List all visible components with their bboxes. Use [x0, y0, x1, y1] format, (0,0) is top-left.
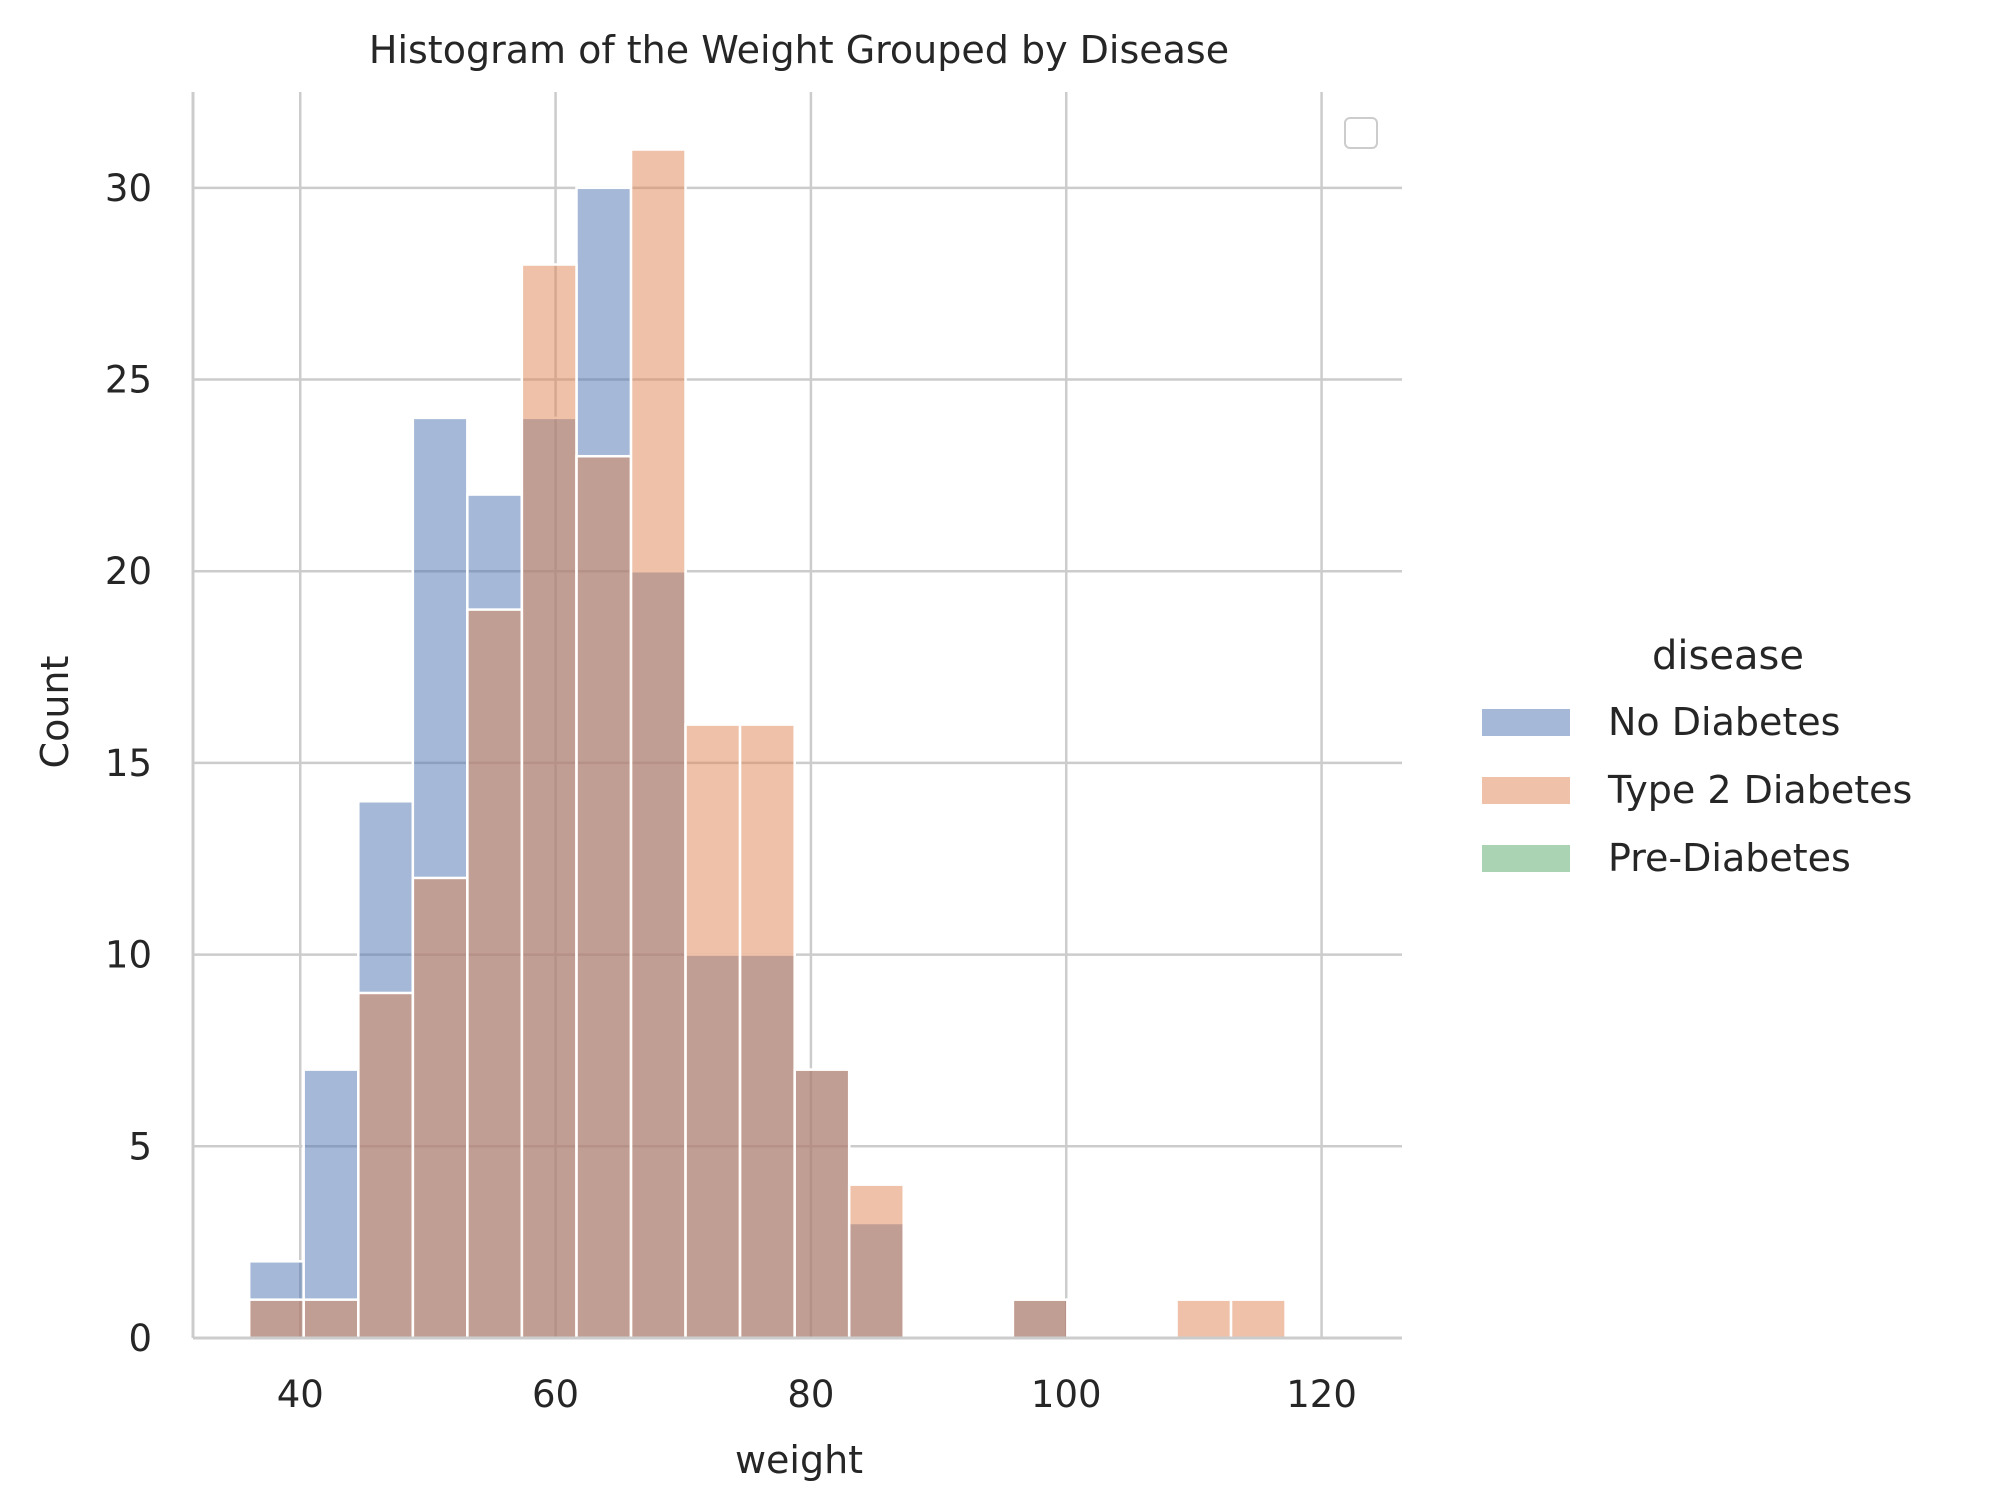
x-tick-label: 80	[787, 1373, 834, 1416]
bar-type-2-diabetes	[466, 608, 524, 1340]
bar-type-2-diabetes	[520, 263, 578, 1340]
bar-no-diabetes	[302, 1068, 360, 1340]
bar-type-2-diabetes	[1229, 1298, 1287, 1340]
legend-title: disease	[1652, 633, 1804, 679]
bar-type-2-diabetes	[302, 1298, 360, 1340]
x-tick-label: 40	[277, 1373, 324, 1416]
x-tick-label: 100	[1031, 1373, 1102, 1416]
legend-label: No Diabetes	[1608, 700, 1840, 744]
legend-label: Type 2 Diabetes	[1607, 768, 1912, 812]
y-tick-label: 0	[128, 1317, 152, 1360]
y-tick-label: 25	[105, 359, 152, 402]
bar-type-2-diabetes	[357, 991, 415, 1340]
bar-type-2-diabetes	[847, 1183, 905, 1340]
bar-type-2-diabetes	[793, 1068, 851, 1340]
bar-type-2-diabetes	[1011, 1298, 1069, 1340]
bar-type-2-diabetes	[629, 148, 687, 1340]
y-tick-label: 30	[105, 167, 152, 210]
legend-label: Pre-Diabetes	[1608, 836, 1851, 880]
empty-legend-box	[1344, 117, 1378, 149]
x-tick-label: 60	[532, 1373, 579, 1416]
chart-title: Histogram of the Weight Grouped by Disea…	[369, 28, 1229, 72]
y-tick-label: 10	[105, 934, 152, 977]
legend-swatch	[1482, 845, 1570, 872]
bar-type-2-diabetes	[411, 876, 469, 1340]
y-tick-label: 20	[105, 550, 152, 593]
y-tick-label: 5	[128, 1125, 152, 1168]
bar-type-2-diabetes	[575, 454, 633, 1340]
legend-swatch	[1482, 709, 1570, 736]
bar-type-2-diabetes	[738, 723, 796, 1340]
bar-type-2-diabetes	[684, 723, 742, 1340]
y-tick-label: 15	[105, 742, 152, 785]
x-axis-label: weight	[735, 1438, 863, 1482]
axes: 40 60 80 100 120 0 5 10 15 20 25 30	[105, 92, 1402, 1416]
y-axis-label: Count	[33, 656, 77, 769]
bars	[247, 148, 1287, 1340]
legend-swatch	[1482, 777, 1570, 804]
legend: disease No Diabetes Type 2 Diabetes Pre-Di…	[1482, 633, 1912, 880]
bar-type-2-diabetes	[1175, 1298, 1233, 1340]
x-tick-label: 120	[1286, 1373, 1357, 1416]
bar-type-2-diabetes	[247, 1298, 305, 1340]
